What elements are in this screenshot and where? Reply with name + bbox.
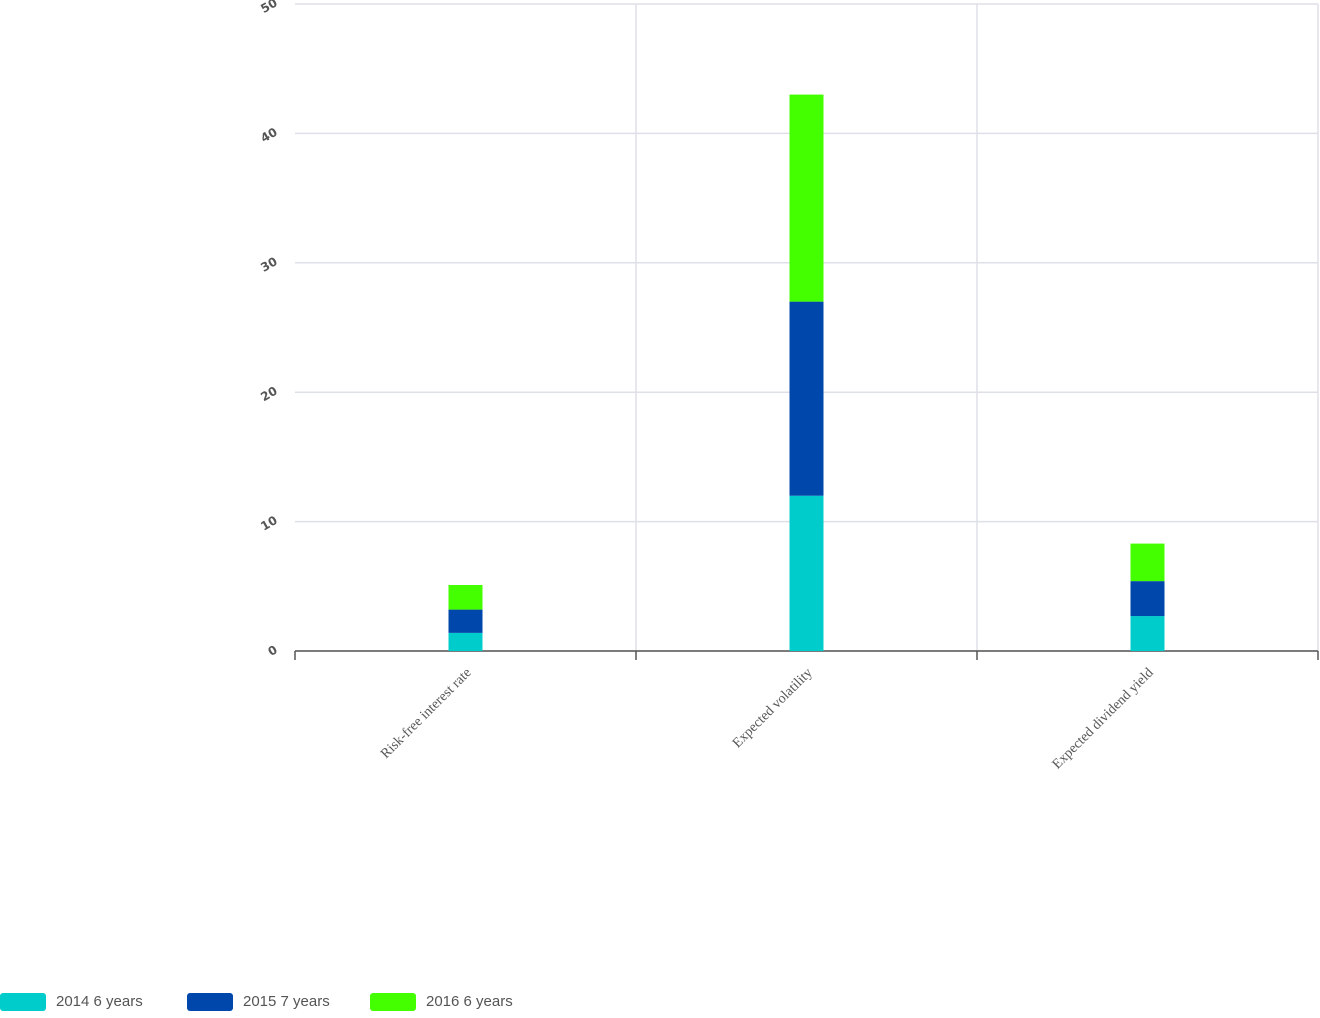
- bar: [789, 94, 824, 302]
- bar: [1130, 581, 1165, 617]
- bar: [1130, 543, 1165, 582]
- bar: [1130, 616, 1165, 651]
- x-tick-label: Risk-free interest rate: [378, 665, 474, 761]
- y-tick-label: 50: [258, 0, 279, 16]
- legend-swatch: [187, 993, 233, 1011]
- bar: [789, 301, 824, 496]
- legend-swatch: [370, 993, 416, 1011]
- x-tick-label: Expected dividend yield: [1050, 665, 1157, 772]
- y-tick-label: 40: [258, 125, 279, 145]
- bar: [789, 495, 824, 651]
- legend-swatch: [0, 993, 46, 1011]
- legend-label: 2016 6 years: [426, 993, 513, 1010]
- bar: [448, 609, 483, 633]
- y-tick-label: 0: [265, 643, 279, 659]
- y-tick-label: 20: [258, 384, 279, 404]
- bar: [448, 585, 483, 610]
- legend-label: 2015 7 years: [243, 993, 330, 1010]
- x-tick-label: Expected volatility: [730, 665, 816, 751]
- y-tick-label: 30: [258, 254, 279, 274]
- y-tick-label: 10: [258, 513, 279, 533]
- bar: [448, 632, 483, 651]
- legend-label: 2014 6 years: [56, 993, 143, 1010]
